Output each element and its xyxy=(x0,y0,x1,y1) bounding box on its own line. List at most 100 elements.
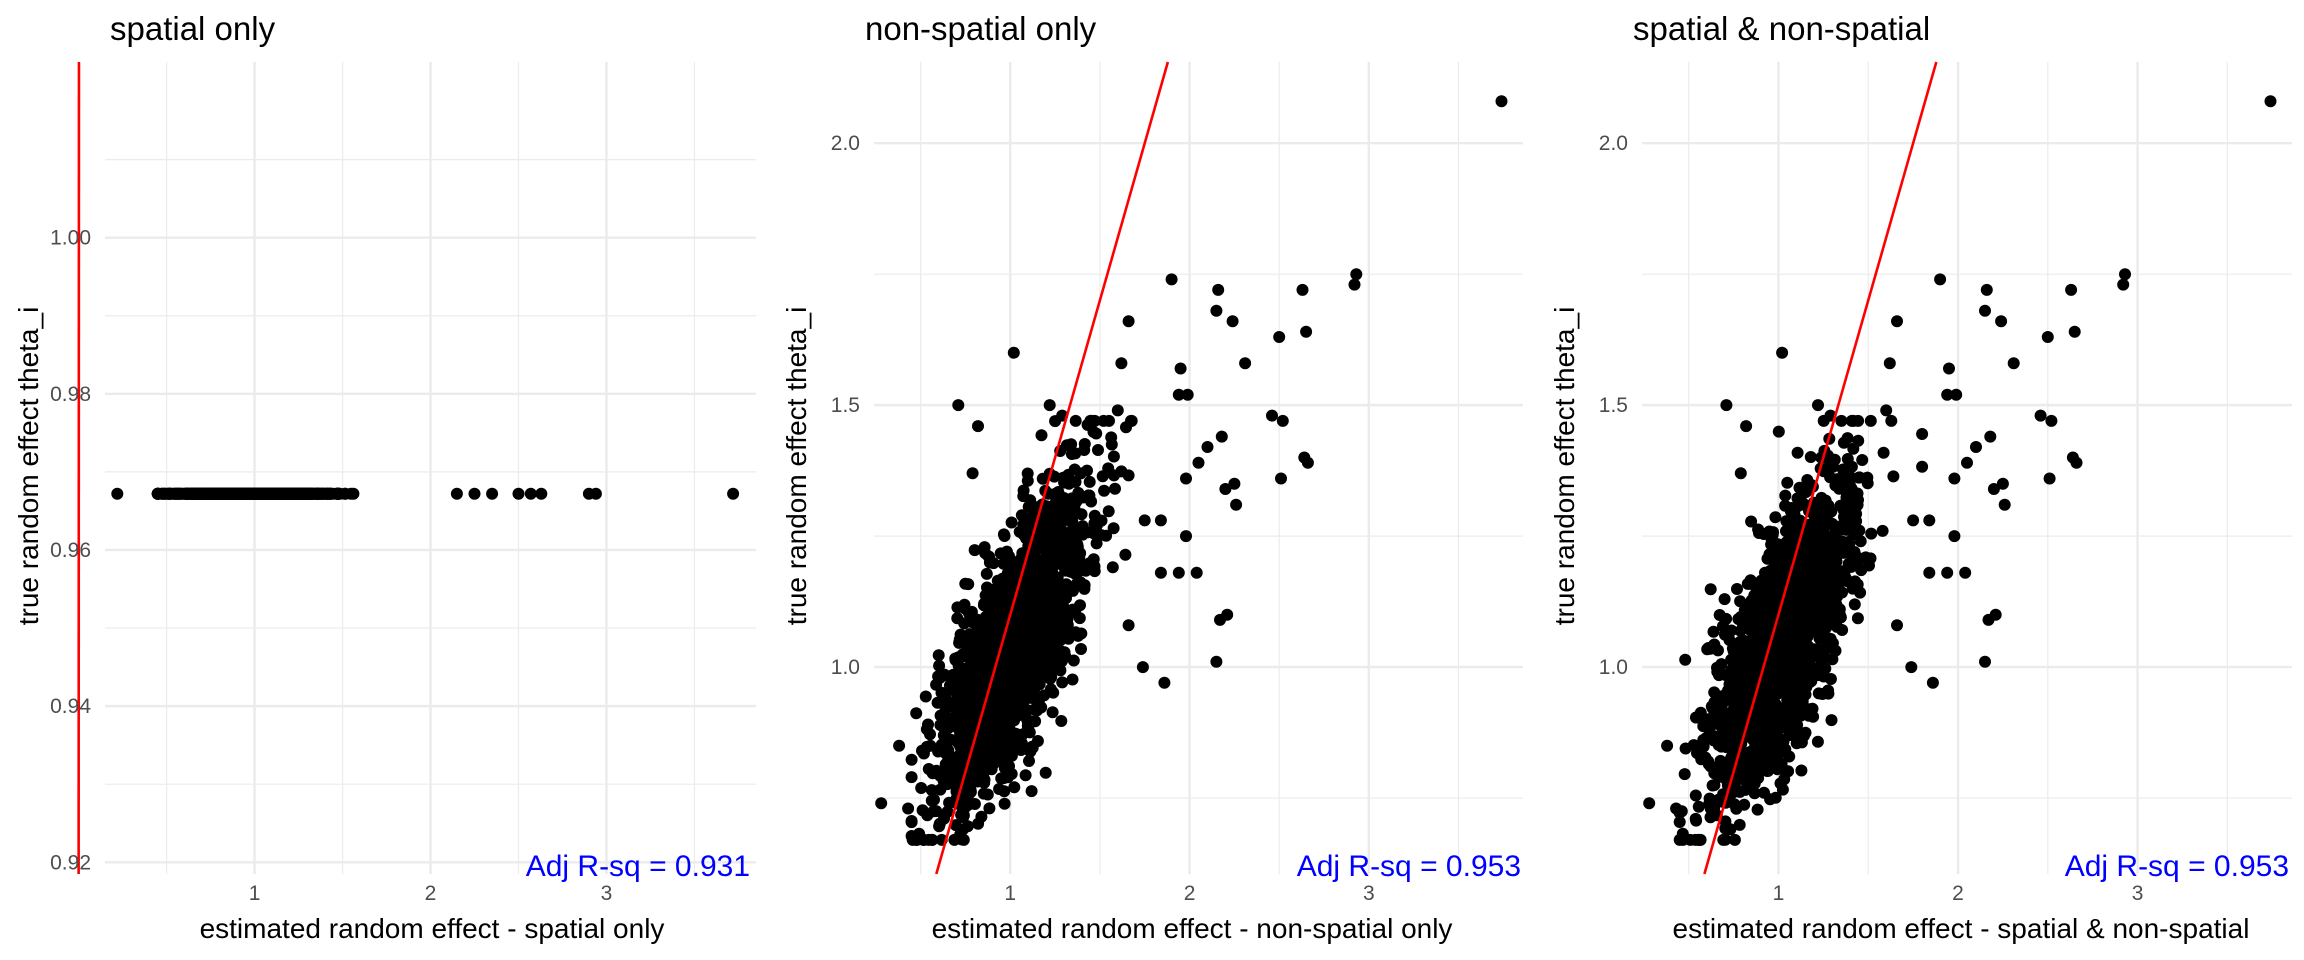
data-point xyxy=(1046,554,1059,567)
data-point xyxy=(1725,706,1738,719)
x-tick-label: 2 xyxy=(1184,882,1196,905)
y-tick-label: 2.0 xyxy=(1599,132,1628,155)
data-point xyxy=(1825,505,1838,518)
data-point xyxy=(1174,362,1187,375)
panel-title: spatial & non-spatial xyxy=(1633,10,1930,47)
data-point xyxy=(1806,702,1819,715)
data-point xyxy=(1845,560,1858,573)
data-point xyxy=(1042,644,1055,657)
data-point xyxy=(512,487,525,500)
data-point xyxy=(1172,388,1185,401)
data-point xyxy=(1841,453,1854,465)
data-point xyxy=(1707,625,1720,638)
adj-r-sq-annotation: Adj R-sq = 0.931 xyxy=(526,850,750,883)
data-point xyxy=(1708,802,1721,815)
data-point xyxy=(1095,514,1108,527)
data-point xyxy=(1094,528,1107,541)
data-point xyxy=(524,487,537,500)
data-point xyxy=(1880,404,1893,417)
data-point xyxy=(1837,503,1850,516)
data-point xyxy=(958,602,971,615)
data-point xyxy=(1066,552,1079,564)
data-point xyxy=(1770,672,1783,685)
data-point xyxy=(318,487,330,500)
data-point xyxy=(1738,604,1751,617)
data-point xyxy=(1228,477,1241,490)
data-point xyxy=(1803,521,1816,534)
data-point xyxy=(1808,615,1821,628)
data-point xyxy=(1075,643,1087,655)
data-point xyxy=(1708,686,1721,699)
data-point xyxy=(994,547,1007,560)
data-point xyxy=(1154,566,1167,579)
data-point xyxy=(1980,283,1993,296)
data-point xyxy=(916,804,929,817)
data-point xyxy=(938,716,951,729)
y-tick-label: 1.0 xyxy=(831,656,860,679)
data-point xyxy=(1839,514,1852,527)
data-point xyxy=(1008,714,1021,727)
y-tick-label: 0.94 xyxy=(50,695,91,718)
data-point xyxy=(1495,95,1508,108)
data-point xyxy=(1717,695,1730,708)
data-point xyxy=(1125,414,1138,427)
y-axis-label: true random effect theta_i xyxy=(781,307,812,626)
data-point xyxy=(1723,634,1736,646)
data-point xyxy=(1024,597,1037,610)
data-point xyxy=(1670,802,1683,815)
data-point xyxy=(1066,603,1079,616)
data-point xyxy=(1943,362,1955,375)
data-point xyxy=(1783,532,1796,545)
data-point xyxy=(944,752,957,765)
data-point xyxy=(1767,562,1780,575)
data-point xyxy=(1181,388,1194,401)
data-point xyxy=(995,755,1008,768)
data-point xyxy=(1011,657,1024,670)
data-point xyxy=(1043,514,1056,527)
data-point xyxy=(996,694,1009,706)
data-point xyxy=(1934,273,1947,286)
data-point xyxy=(1794,499,1807,511)
reference-line-group xyxy=(935,61,1170,875)
data-point xyxy=(922,718,934,731)
data-point xyxy=(937,669,950,682)
data-point xyxy=(1847,442,1860,455)
data-point xyxy=(1276,414,1289,427)
data-point xyxy=(1090,427,1103,440)
data-point xyxy=(1773,719,1786,732)
data-point xyxy=(948,833,961,846)
data-point xyxy=(1819,494,1832,507)
data-point xyxy=(1061,627,1074,640)
data-point xyxy=(1734,595,1747,608)
data-point xyxy=(1102,505,1115,518)
data-point xyxy=(932,649,945,662)
points-group xyxy=(875,95,1508,846)
data-point xyxy=(1736,643,1749,656)
data-point xyxy=(1105,438,1118,451)
data-point xyxy=(1776,564,1789,577)
data-point xyxy=(1765,700,1778,712)
data-point xyxy=(1275,472,1287,485)
data-point xyxy=(1851,612,1864,625)
data-point xyxy=(990,583,1003,596)
data-point xyxy=(1865,527,1878,540)
data-point xyxy=(1007,346,1020,359)
data-point xyxy=(1697,734,1710,746)
data-point xyxy=(910,707,923,720)
data-point xyxy=(1109,482,1121,495)
data-point xyxy=(1769,511,1782,524)
data-point xyxy=(1748,787,1761,800)
data-point xyxy=(1885,414,1898,427)
data-point xyxy=(1643,797,1656,810)
y-tick-label: 1.5 xyxy=(1599,394,1628,417)
data-point xyxy=(1850,497,1863,510)
data-point xyxy=(1024,659,1037,672)
data-point xyxy=(1876,524,1889,537)
data-point xyxy=(1761,743,1774,756)
data-point xyxy=(1817,670,1830,683)
data-point xyxy=(1982,613,1995,626)
data-point xyxy=(1848,598,1861,611)
data-point xyxy=(272,487,285,500)
x-tick-label: 3 xyxy=(601,882,613,905)
data-point xyxy=(1794,641,1807,654)
